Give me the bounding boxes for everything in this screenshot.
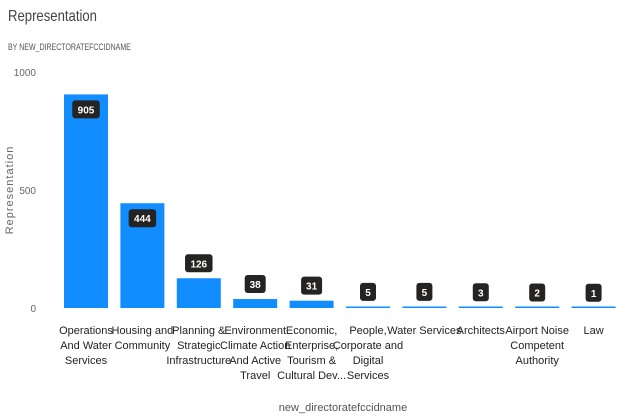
chart-title: Representation (8, 8, 97, 25)
bar[interactable] (346, 306, 390, 309)
x-axis-title: new_directoratefccidname (279, 402, 407, 414)
data-label-bg (416, 282, 433, 301)
category-label-line: And Active (229, 355, 281, 367)
data-label: 444 (128, 209, 157, 228)
category-label-line: Housing and (112, 325, 174, 337)
category-label-line: Economic, (286, 325, 337, 337)
category-label-line: Enterprise, (285, 340, 338, 352)
data-label-text: 126 (190, 259, 207, 270)
category-label-line: Environment (224, 325, 286, 337)
bar[interactable] (289, 300, 334, 308)
data-label-bg (185, 254, 213, 273)
category-label: Planning & Strategic Infrastructure (166, 325, 231, 367)
category-label: Environment Climate Action And Active Trave… (220, 325, 290, 382)
category-label-line: Operations (59, 325, 113, 337)
category-label-line: Services (347, 370, 390, 382)
data-label-bg (128, 209, 157, 228)
data-label: 126 (185, 254, 213, 273)
category-label-line: Competent (510, 340, 564, 352)
bar[interactable] (233, 299, 278, 308)
category-label-line: Airport Noise (505, 325, 569, 337)
category-label-line: Services (65, 355, 108, 367)
category-label-line: Planning & (172, 325, 226, 337)
bar[interactable] (64, 94, 108, 308)
data-label-bg (529, 283, 546, 302)
category-label: Airport Noise Competent Authority (505, 325, 569, 367)
category-label-line: Strategic (177, 340, 221, 352)
category-label-line: Tourism & (287, 355, 337, 367)
y-tick-label: 500 (19, 186, 36, 197)
category-label-line: Law (584, 325, 604, 337)
y-axis-title: Representation (4, 146, 16, 235)
bar[interactable] (458, 306, 503, 309)
category-label: Operations And Water Services (59, 325, 113, 367)
category-label-line: Authority (515, 355, 559, 367)
data-label-text: 3 (478, 288, 484, 299)
category-label-line: People, (349, 325, 386, 337)
data-label-text: 905 (78, 105, 95, 116)
data-label: 31 (301, 276, 323, 295)
bars (64, 94, 616, 308)
category-label-line: Digital (353, 355, 384, 367)
data-label: 5 (359, 282, 376, 301)
bar[interactable] (176, 278, 221, 308)
category-label: Architects (457, 325, 506, 337)
category-label: Law (584, 325, 604, 337)
data-label-bg (301, 276, 323, 295)
data-label-text: 5 (422, 288, 428, 299)
data-label-bg (72, 100, 100, 119)
category-label-line: Infrastructure (166, 355, 231, 367)
data-label: 38 (244, 275, 266, 294)
y-axis: 0 500 1000 (14, 68, 37, 315)
category-labels: Operations And Water Services Housing and Co… (59, 325, 604, 382)
category-label: Housing and Community (112, 325, 174, 352)
data-label-text: 31 (306, 282, 318, 293)
data-labels: 905 444 126 38 31 5 5 3 2 1 (72, 100, 602, 302)
category-label-line: Water Services (387, 325, 462, 337)
data-label-bg (359, 282, 376, 301)
data-label-text: 444 (134, 214, 151, 225)
data-label-bg (472, 283, 489, 302)
data-label-text: 1 (591, 289, 597, 300)
bar[interactable] (402, 306, 447, 309)
data-label-text: 2 (534, 289, 540, 300)
category-label-line: And Water (60, 340, 112, 352)
category-label: People, Corporate and Digital Services (333, 325, 403, 382)
data-label-text: 38 (250, 280, 262, 291)
category-label-line: Community (115, 340, 171, 352)
bar[interactable] (571, 306, 616, 309)
category-label-line: Architects (457, 325, 506, 337)
category-label: Economic, Enterprise, Tourism & Cultural De… (277, 325, 346, 382)
data-label: 3 (472, 283, 489, 302)
chart-subtitle: BY NEW_DIRECTORATEFCCIDNAME (8, 42, 131, 52)
data-label: 1 (585, 283, 602, 302)
category-label: Water Services (387, 325, 462, 337)
category-label-line: Travel (240, 370, 270, 382)
bar[interactable] (515, 306, 560, 309)
data-label: 2 (529, 283, 546, 302)
data-label-bg (244, 275, 266, 294)
data-label-text: 5 (365, 288, 371, 299)
category-label-line: Corporate and (333, 340, 403, 352)
y-tick-label: 1000 (14, 68, 37, 79)
category-label-line: Cultural Dev... (277, 370, 346, 382)
data-label-bg (585, 283, 602, 302)
data-label: 5 (416, 282, 433, 301)
category-label-line: Climate Action (220, 340, 290, 352)
y-tick-label: 0 (30, 304, 36, 315)
data-label: 905 (72, 100, 100, 119)
